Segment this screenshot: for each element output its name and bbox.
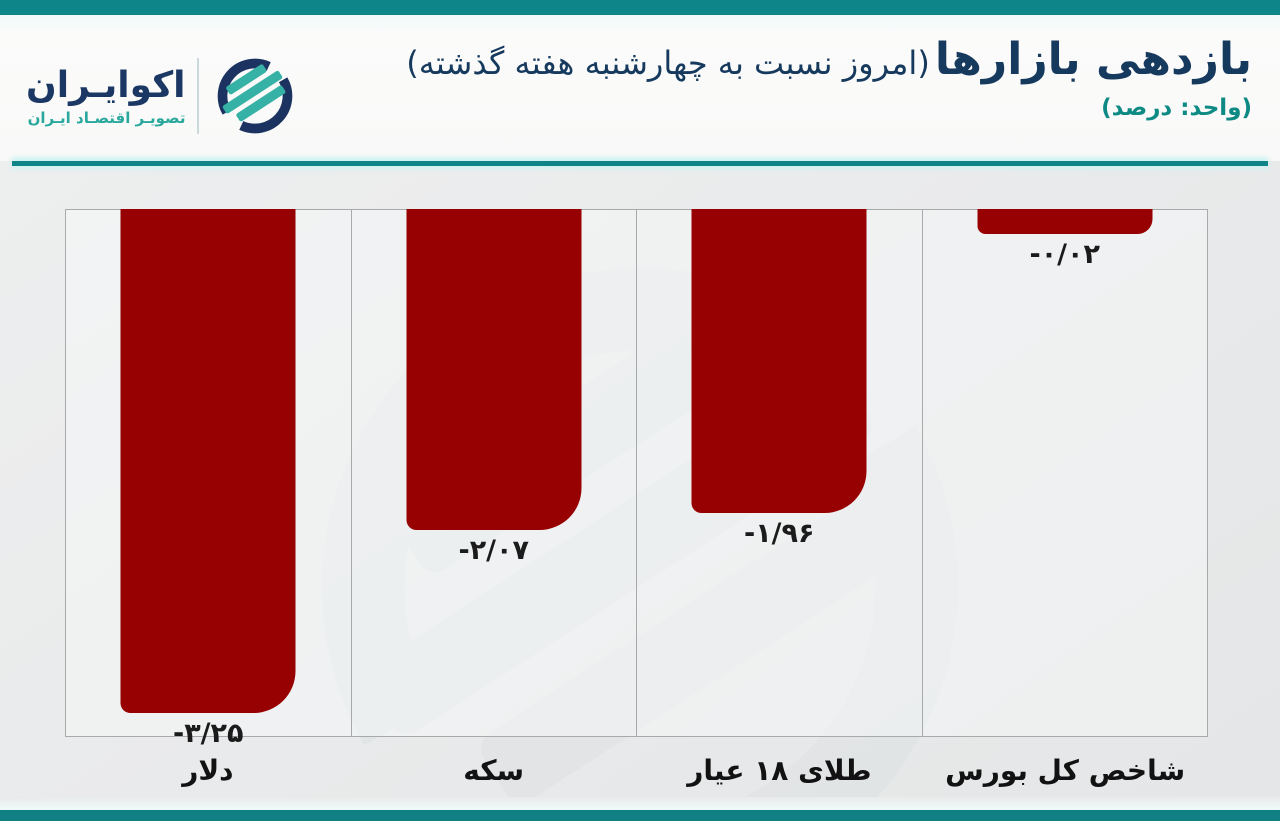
plot-area: -۳/۲۵ -۲/۰۷ -۱/۹۶ -۰/۰۲ [65, 209, 1208, 749]
brand-name: اکوایـران [26, 65, 186, 107]
bar-value-label: -۲/۰۷ [458, 535, 530, 566]
category-label: سکه [463, 754, 525, 787]
bottom-accent-glow [0, 797, 1280, 810]
category-row: دلار سکه طلای ۱۸ عیار شاخص کل بورس [65, 754, 1208, 787]
bar-value-label: -۰/۰۲ [1029, 239, 1101, 270]
category-label: دلار [182, 754, 234, 787]
chart-zone: -۳/۲۵ -۲/۰۷ -۱/۹۶ -۰/۰۲ دلار سکه طلای ۱۸ عیار… [0, 166, 1280, 821]
chart-title-main: بازدهی بازارها [934, 34, 1252, 85]
bar [691, 209, 867, 513]
bar-value-label: -۳/۲۵ [172, 718, 244, 749]
logo-divider [197, 58, 200, 134]
top-accent-bar [0, 0, 1280, 15]
ecoiran-striped-circle-icon [218, 58, 293, 134]
bar [406, 209, 582, 530]
bottom-accent-bar [0, 810, 1280, 821]
brand-text: اکوایـران تصویـر اقتصـاد ایـران [26, 65, 185, 126]
chart-header: بازدهی بازارها (امروز نسبت به چهارشنبه ه… [406, 34, 1252, 121]
unit-label: (واحد: درصد) [1101, 95, 1252, 121]
bar-panel: -۲/۰۷ [352, 209, 637, 736]
brand-logo: اکوایـران تصویـر اقتصـاد ایـران [26, 48, 299, 144]
bar [977, 209, 1153, 234]
header-background [0, 15, 1280, 161]
category-label: شاخص کل بورس [945, 754, 1186, 787]
bar-value-label: -۱/۹۶ [743, 518, 815, 549]
bar-panel: -۰/۰۲ [923, 209, 1208, 736]
bar [120, 209, 296, 713]
chart-title: بازدهی بازارها (امروز نسبت به چهارشنبه ه… [406, 34, 1252, 85]
brand-tagline: تصویـر اقتصـاد ایـران [27, 108, 186, 127]
header-divider-rule [12, 161, 1268, 166]
bar-panel: -۳/۲۵ [66, 209, 352, 749]
chart-title-note: (امروز نسبت به چهارشنبه هفته گذشته) [406, 44, 930, 82]
category-label: طلای ۱۸ عیار [687, 754, 872, 787]
bar-panel: -۱/۹۶ [637, 209, 923, 736]
